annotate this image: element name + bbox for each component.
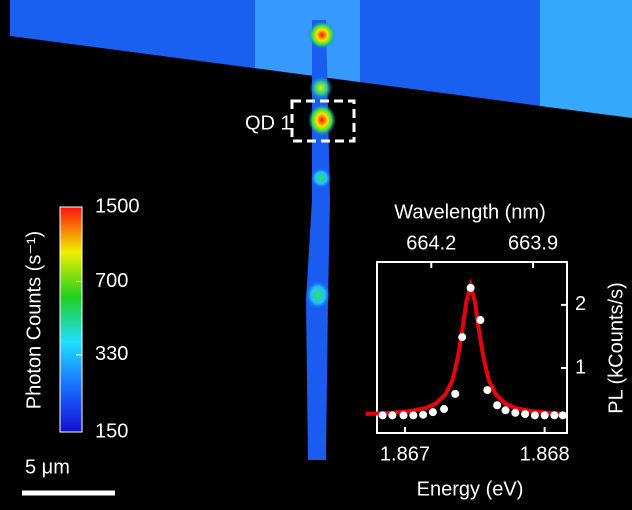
emitter	[306, 281, 330, 309]
substrate-bright	[255, 0, 360, 82]
x-axis-label: Energy (eV)	[417, 478, 524, 500]
x2-tick-label: 663.9	[508, 232, 558, 254]
data-point	[440, 405, 449, 414]
substrate-bright	[540, 0, 632, 118]
data-point	[530, 411, 539, 420]
data-point	[458, 333, 467, 342]
colorbar-tick-label: 1500	[95, 195, 140, 217]
data-point	[501, 406, 510, 415]
data-point	[511, 408, 520, 417]
data-point	[399, 411, 408, 420]
colorbar	[59, 206, 83, 433]
y-axis-label: PL (kCounts/s)	[605, 282, 627, 414]
data-point	[540, 411, 549, 420]
data-point	[466, 283, 475, 292]
x-tick-label: 1.868	[520, 443, 570, 465]
data-point	[550, 411, 559, 420]
data-point	[378, 411, 387, 420]
x2-axis-label: Wavelength (nm)	[394, 201, 546, 223]
emitter	[309, 76, 333, 100]
colorbar-tick-label: 150	[95, 420, 128, 442]
data-point	[409, 411, 418, 420]
data-point	[476, 316, 485, 325]
emitter	[308, 104, 336, 136]
x2-tick-label: 664.2	[406, 232, 456, 254]
data-point	[493, 401, 502, 410]
data-point	[419, 410, 428, 419]
emitter	[308, 21, 336, 49]
y-tick-label: 2	[575, 293, 586, 315]
data-point	[451, 389, 460, 398]
colorbar-tick-label: 330	[95, 343, 128, 365]
data-point	[483, 386, 492, 395]
colorbar-label: Photon Counts (s⁻¹)	[23, 231, 45, 409]
data-point	[428, 408, 437, 417]
qd-label: QD 1	[245, 112, 292, 134]
scale-bar-label: 5 μm	[25, 456, 70, 478]
emitter	[311, 168, 331, 188]
data-point	[521, 410, 530, 419]
qd-box	[290, 99, 356, 143]
colorbar-tick-label: 700	[95, 270, 128, 292]
data-point	[558, 411, 567, 420]
data-point	[388, 411, 397, 420]
x-tick-label: 1.867	[380, 443, 430, 465]
y-tick-label: 1	[575, 356, 586, 378]
